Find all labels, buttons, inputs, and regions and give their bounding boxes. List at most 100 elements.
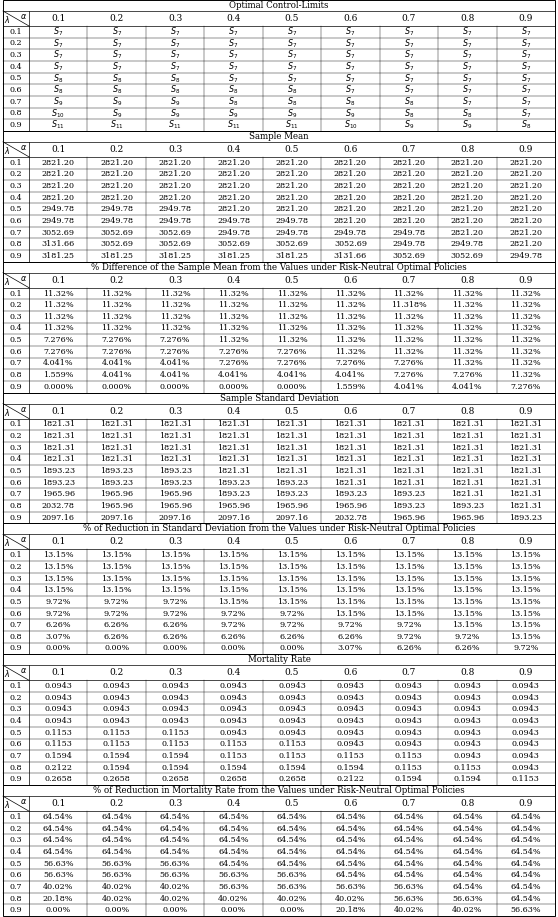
Text: 9.72%: 9.72% xyxy=(221,610,246,617)
Text: 13.15%: 13.15% xyxy=(102,575,132,582)
Text: 11.32%: 11.32% xyxy=(277,301,307,309)
Text: 1821.31: 1821.31 xyxy=(276,456,309,463)
Text: 11.32%: 11.32% xyxy=(452,337,483,344)
Text: 0.2122: 0.2122 xyxy=(44,764,72,772)
Text: 1821.31: 1821.31 xyxy=(509,456,542,463)
Text: 7.276%: 7.276% xyxy=(452,371,483,379)
Text: 1893.23: 1893.23 xyxy=(276,491,309,498)
Text: 40.02%: 40.02% xyxy=(452,906,483,914)
Text: 64.54%: 64.54% xyxy=(102,813,132,821)
Text: 1821.31: 1821.31 xyxy=(42,420,75,428)
Text: 0.0943: 0.0943 xyxy=(454,752,481,760)
Text: 11.32%: 11.32% xyxy=(43,313,74,321)
Text: 2032.78: 2032.78 xyxy=(42,502,75,510)
Text: $\lambda$: $\lambda$ xyxy=(4,14,11,25)
Text: 2821.20: 2821.20 xyxy=(276,182,309,190)
Text: $\alpha$: $\alpha$ xyxy=(20,667,27,675)
Text: $S_7$: $S_7$ xyxy=(521,61,531,73)
Text: $S_7$: $S_7$ xyxy=(53,61,63,73)
Text: $S_7$: $S_7$ xyxy=(462,72,473,84)
Text: $S_9$: $S_9$ xyxy=(228,107,239,119)
Text: 3181.25: 3181.25 xyxy=(42,252,75,260)
Text: 2821.20: 2821.20 xyxy=(100,182,133,190)
Text: 0.2658: 0.2658 xyxy=(44,775,72,783)
Text: 64.54%: 64.54% xyxy=(43,813,74,821)
Text: 2821.20: 2821.20 xyxy=(509,193,542,202)
Text: 13.15%: 13.15% xyxy=(393,575,424,582)
Text: 0.9: 0.9 xyxy=(9,645,22,653)
Text: 2821.20: 2821.20 xyxy=(42,182,75,190)
Text: $S_7$: $S_7$ xyxy=(404,26,414,39)
Text: $\alpha$: $\alpha$ xyxy=(20,404,27,414)
Text: 2821.20: 2821.20 xyxy=(451,171,484,178)
Text: 13.15%: 13.15% xyxy=(160,575,190,582)
Text: 1821.31: 1821.31 xyxy=(509,502,542,510)
Text: 0.5: 0.5 xyxy=(9,467,22,475)
Text: 0.7: 0.7 xyxy=(402,668,416,678)
Text: 11.32%: 11.32% xyxy=(335,337,366,344)
Text: 13.15%: 13.15% xyxy=(511,586,541,594)
Text: 2821.20: 2821.20 xyxy=(276,193,309,202)
Text: $\alpha$: $\alpha$ xyxy=(20,12,27,21)
Text: 9.72%: 9.72% xyxy=(455,633,480,641)
Text: 0.3: 0.3 xyxy=(9,575,22,582)
Text: 0.5: 0.5 xyxy=(9,598,22,606)
Text: 0.1: 0.1 xyxy=(9,551,22,559)
Text: 1821.31: 1821.31 xyxy=(451,432,484,440)
Text: 0.5: 0.5 xyxy=(285,799,299,808)
Text: 2821.20: 2821.20 xyxy=(217,171,250,178)
Text: 11.32%: 11.32% xyxy=(160,313,190,321)
Text: 13.15%: 13.15% xyxy=(335,563,365,571)
Text: 11.32%: 11.32% xyxy=(102,313,132,321)
Text: 13.15%: 13.15% xyxy=(102,586,132,594)
Text: 0.1153: 0.1153 xyxy=(161,729,189,736)
Text: 0.00%: 0.00% xyxy=(104,645,129,653)
Text: 20.18%: 20.18% xyxy=(43,894,74,902)
Text: 3.07%: 3.07% xyxy=(46,633,71,641)
Text: $S_8$: $S_8$ xyxy=(170,72,180,84)
Text: 11.32%: 11.32% xyxy=(160,325,190,333)
Text: 0.9: 0.9 xyxy=(518,668,533,678)
Text: 0.1153: 0.1153 xyxy=(278,752,306,760)
Text: 11.32%: 11.32% xyxy=(218,301,249,309)
Text: 56.63%: 56.63% xyxy=(452,894,483,902)
Text: 6.26%: 6.26% xyxy=(221,633,247,641)
Text: 2821.20: 2821.20 xyxy=(451,193,484,202)
Text: 2821.20: 2821.20 xyxy=(392,182,425,190)
Text: $S_7$: $S_7$ xyxy=(345,61,355,73)
Text: 40.02%: 40.02% xyxy=(393,906,424,914)
Text: 64.54%: 64.54% xyxy=(218,824,249,833)
Text: 2821.20: 2821.20 xyxy=(509,228,542,237)
Text: 0.8: 0.8 xyxy=(460,14,474,23)
Text: 0.3: 0.3 xyxy=(168,668,182,678)
Text: 1821.31: 1821.31 xyxy=(451,479,484,487)
Text: 2949.78: 2949.78 xyxy=(276,217,309,225)
Text: 11.32%: 11.32% xyxy=(277,325,307,333)
Text: 2821.20: 2821.20 xyxy=(217,193,250,202)
Text: 1821.31: 1821.31 xyxy=(451,444,484,452)
Text: 0.6: 0.6 xyxy=(9,610,22,617)
Text: 1821.31: 1821.31 xyxy=(276,420,309,428)
Text: 0.00%: 0.00% xyxy=(46,645,71,653)
Text: 0.0943: 0.0943 xyxy=(278,705,306,713)
Text: 3052.69: 3052.69 xyxy=(158,240,191,249)
Text: 40.02%: 40.02% xyxy=(218,894,249,902)
Text: 2821.20: 2821.20 xyxy=(451,217,484,225)
Text: 64.54%: 64.54% xyxy=(393,813,424,821)
Text: 0.8: 0.8 xyxy=(460,799,474,808)
Text: 0.5: 0.5 xyxy=(9,729,22,736)
Text: 0.0943: 0.0943 xyxy=(512,717,540,725)
Text: 1965.96: 1965.96 xyxy=(392,514,425,522)
Text: 0.0943: 0.0943 xyxy=(512,705,540,713)
Text: 2821.20: 2821.20 xyxy=(392,193,425,202)
Text: $S_7$: $S_7$ xyxy=(287,38,297,50)
Text: 2821.20: 2821.20 xyxy=(451,228,484,237)
Text: 56.63%: 56.63% xyxy=(335,883,365,891)
Text: 7.276%: 7.276% xyxy=(393,371,424,379)
Text: 56.63%: 56.63% xyxy=(218,883,249,891)
Text: $S_{11}$: $S_{11}$ xyxy=(227,119,240,131)
Text: 0.1594: 0.1594 xyxy=(395,775,423,783)
Text: 0.4: 0.4 xyxy=(227,668,240,678)
Text: 64.54%: 64.54% xyxy=(452,883,483,891)
Text: 64.54%: 64.54% xyxy=(452,859,483,867)
